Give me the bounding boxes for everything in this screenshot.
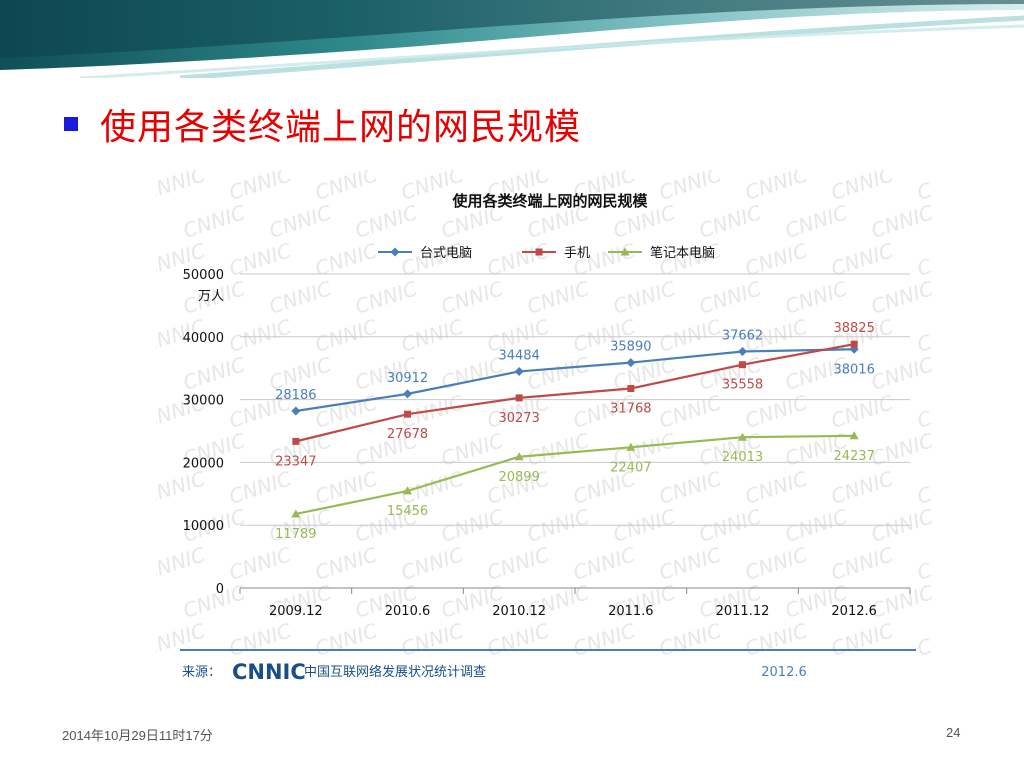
data-label: 38016 [833, 362, 874, 377]
legend-marker [620, 247, 630, 256]
y-axis-unit: 万人 [198, 289, 224, 304]
header-banner [0, 0, 1024, 78]
data-labels: 28186 30912 34484 35890 37662 38016 23347 27678… [275, 321, 875, 542]
legend-label: 手机 [564, 246, 590, 261]
data-label: 30912 [387, 371, 428, 386]
data-point [515, 394, 523, 402]
y-tick-label: 20000 [183, 456, 224, 471]
gridlines [240, 273, 910, 526]
footer-date: 2014年10月29日11时17分 [62, 728, 213, 743]
chart: CNNIC CNNIC CNNIC CNNIC CNNIC CNNIC CNNIC CNNIC… [156, 170, 932, 690]
data-point [292, 437, 300, 445]
y-tick-label: 10000 [183, 519, 224, 534]
y-tick-label: 40000 [183, 331, 224, 346]
data-label: 35890 [610, 340, 651, 355]
source-label: 来源： [182, 665, 221, 680]
series-line [295, 434, 855, 516]
data-label: 28186 [275, 388, 316, 403]
legend: 台式电脑 手机 笔记本电脑 [378, 245, 715, 261]
data-label: 35558 [722, 378, 763, 393]
x-tick-label: 2011.6 [608, 604, 654, 619]
data-point [738, 346, 747, 356]
y-tick-label: 30000 [183, 394, 224, 409]
data-point [291, 406, 301, 416]
source-date: 2012.6 [761, 665, 807, 680]
data-point [627, 384, 635, 392]
y-tick-label: 50000 [183, 268, 224, 283]
data-label: 30273 [498, 411, 539, 426]
x-tick-label: 2011.12 [716, 604, 770, 619]
data-label: 24237 [833, 449, 874, 464]
data-label: 37662 [722, 328, 763, 343]
series-layer [291, 340, 859, 518]
data-point [514, 366, 524, 376]
data-point [403, 389, 412, 399]
data-point [291, 509, 301, 518]
data-label: 34484 [498, 348, 539, 363]
y-tick-label: 0 [216, 582, 224, 597]
data-label: 38825 [833, 321, 874, 336]
legend-label: 台式电脑 [420, 246, 472, 261]
data-label: 27678 [387, 427, 428, 442]
x-tick-label: 2009.12 [269, 604, 323, 619]
source-logo: CNNIC [232, 660, 306, 684]
x-tick-label: 2010.12 [492, 604, 546, 619]
data-point [738, 432, 747, 441]
data-label: 11789 [275, 527, 316, 542]
data-point [404, 410, 411, 418]
data-point [849, 431, 859, 440]
data-point [514, 452, 524, 461]
x-axis: 2009.12 2010.6 2010.12 2011.6 2011.12 2012.6 [239, 587, 911, 619]
bullet-square-icon [64, 117, 78, 131]
footer-page-number: 24 [946, 725, 961, 740]
x-tick-label: 2012.6 [831, 604, 877, 619]
data-point [626, 358, 636, 368]
source-survey: 中国互联网络发展状况统计调查 [304, 664, 486, 680]
x-tick-label: 2010.6 [385, 604, 431, 619]
legend-marker [390, 247, 400, 257]
source-footer: 来源： CNNIC 中国互联网络发展状况统计调查 2012.6 [180, 649, 916, 684]
slide-title-text: 使用各类终端上网的网民规模 [100, 107, 582, 148]
data-point [403, 486, 412, 495]
legend-marker [535, 248, 543, 256]
y-axis: 0 10000 20000 30000 40000 50000 [183, 268, 224, 597]
chart-title: 使用各类终端上网的网民规模 [451, 192, 648, 210]
legend-label: 笔记本电脑 [650, 245, 715, 261]
data-label: 22407 [610, 460, 651, 475]
data-label: 15456 [387, 504, 428, 519]
data-label: 24013 [722, 450, 763, 465]
data-point [850, 340, 858, 348]
series-line [295, 343, 855, 443]
slide-title: 使用各类终端上网的网民规模 [64, 98, 581, 150]
data-label: 23347 [275, 454, 316, 469]
data-point [626, 442, 636, 451]
series-line [295, 348, 855, 413]
data-point [739, 361, 746, 369]
data-label: 31768 [610, 401, 651, 416]
data-label: 20899 [498, 470, 539, 485]
